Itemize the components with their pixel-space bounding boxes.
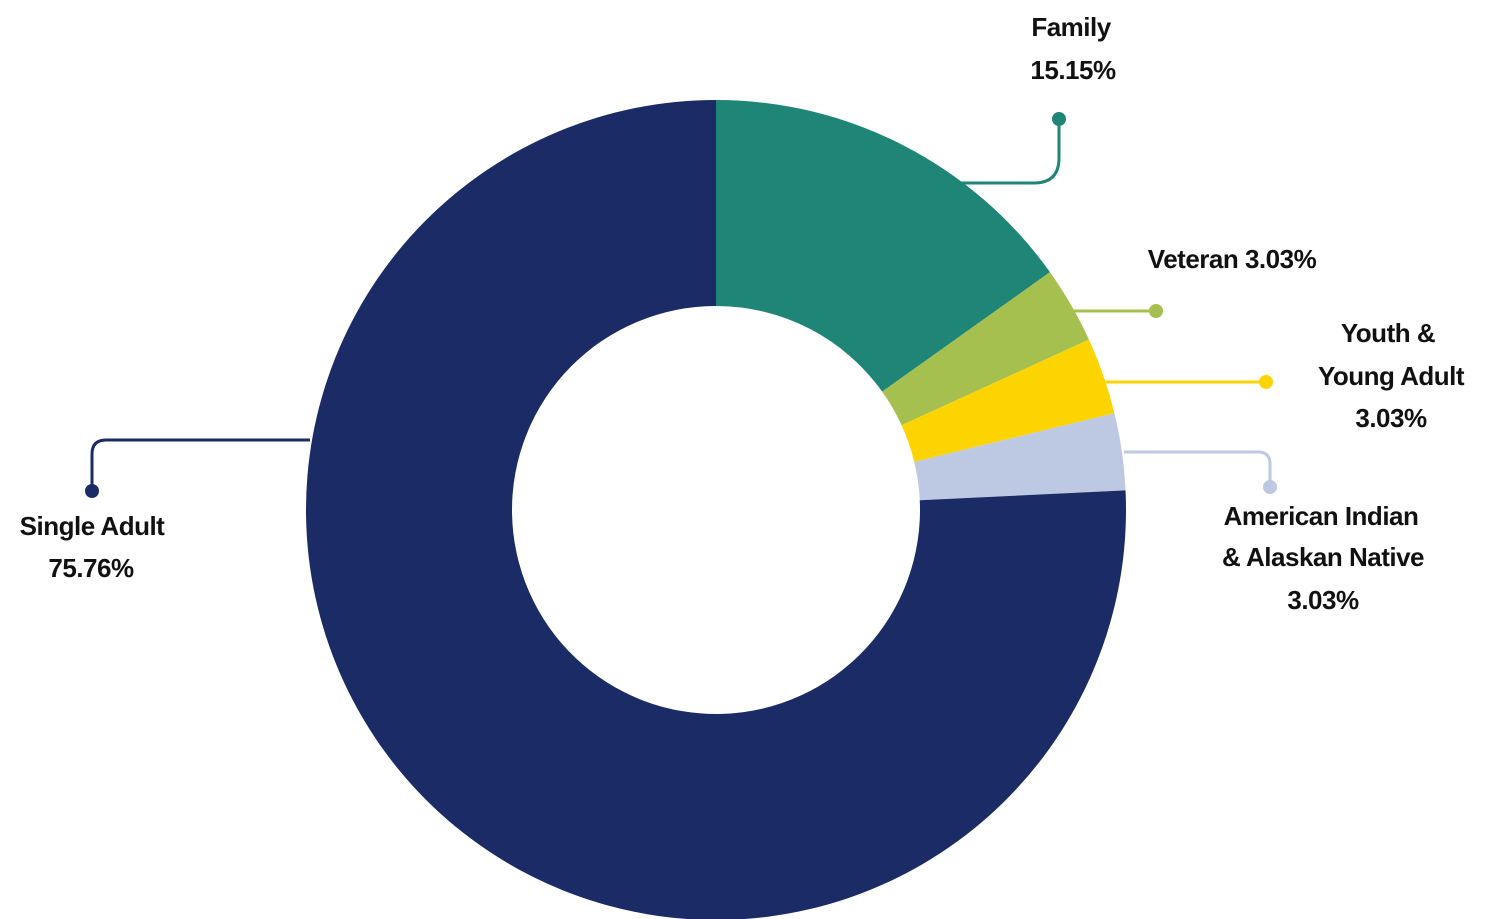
label-youth: Youth & Young Adult 3.03% [1318,318,1465,433]
label-family-name: Family [1031,12,1111,42]
label-family-value: 15.15% [1030,55,1116,85]
label-native-line1: American Indian [1224,501,1419,531]
donut-slices [306,100,1126,919]
leader-dot-youth [1259,375,1273,389]
leader-dot-single [85,484,99,498]
label-veteran-text: Veteran 3.03% [1148,244,1317,274]
label-youth-line1: Youth & [1341,318,1435,348]
leader-single [90,438,310,491]
label-single: Single Adult 75.76% [20,511,166,583]
slice-single-adult [306,100,1126,919]
label-native-value: 3.03% [1287,585,1359,615]
slice-american-indian-alaskan-native [914,413,1126,501]
label-native-line2: & Alaskan Native [1222,542,1424,572]
slice-youth-young-adult [901,339,1115,462]
leader-dot-native [1263,480,1277,494]
label-family: Family 15.15% [1030,12,1116,85]
slice-veteran [882,272,1089,426]
leader-lines [85,112,1277,498]
leader-dot-family [1052,112,1066,126]
leader-native [1124,450,1272,487]
label-single-value: 75.76% [48,553,134,583]
slice-family [716,100,1050,392]
label-single-name: Single Adult [20,511,166,541]
label-youth-value: 3.03% [1355,403,1427,433]
label-veteran: Veteran 3.03% [1148,244,1317,274]
leader-dot-veteran [1149,304,1163,318]
leader-family [958,119,1061,185]
label-native: American Indian & Alaskan Native 3.03% [1222,501,1425,615]
label-youth-line2: Young Adult [1318,361,1465,391]
